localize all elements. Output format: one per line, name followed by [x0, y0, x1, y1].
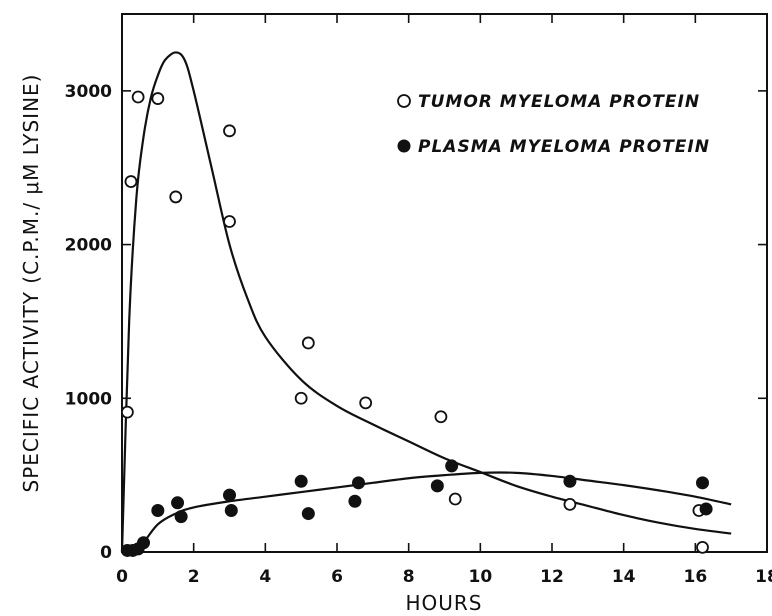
x-tick-label: 2 [188, 567, 200, 587]
x-tick-label: 0 [116, 567, 128, 587]
tumor-data-point [151, 92, 165, 105]
tumor-data-point [120, 405, 134, 419]
x-tick-label: 4 [259, 567, 271, 587]
plasma-data-point [223, 488, 236, 502]
legend-label-tumor: TUMOR MYELOMA PROTEIN [418, 92, 700, 112]
axis-ticks: 0 2 4 6 8 10 12 14 16 18 0 1000 2000 3000 [65, 14, 772, 587]
y-tick-label: 0 [100, 543, 112, 563]
data-points [120, 90, 713, 557]
plasma-data-point [445, 459, 459, 473]
plasma-data-point [696, 476, 709, 490]
legend: TUMOR MYELOMA PROTEIN PLASMA MYELOMA PRO… [397, 92, 710, 157]
plasma-data-point [151, 503, 165, 517]
y-tick-label: 3000 [65, 82, 112, 102]
x-tick-label: 10 [468, 567, 492, 587]
plot-frame [121, 13, 768, 553]
plasma-data-point [348, 494, 362, 508]
tumor-data-point [563, 497, 577, 511]
legend-filled-circle-marker [397, 139, 411, 153]
y-tick-label: 1000 [65, 389, 112, 409]
tumor-data-point [448, 492, 462, 506]
tumor-data-point [169, 190, 183, 204]
x-tick-label: 6 [331, 567, 343, 587]
tumor-data-point [696, 540, 709, 554]
legend-label-plasma: PLASMA MYELOMA PROTEIN [418, 137, 710, 157]
plasma-data-point [430, 479, 444, 493]
y-axis-title: SPECIFIC ACTIVITY (C.P.M./ μM LYSINE) [19, 74, 43, 493]
plasma-data-point [699, 502, 713, 516]
plasma-data-point [174, 510, 188, 524]
tumor-data-point [301, 336, 315, 350]
tumor-data-point [223, 215, 236, 228]
x-tick-label: 18 [755, 567, 772, 587]
tumor-data-point [434, 410, 448, 424]
fitted-curves [120, 51, 732, 554]
plasma-data-point [294, 474, 308, 488]
y-tick-label: 2000 [65, 236, 112, 256]
plasma-data-point [137, 536, 150, 550]
plasma-data-point [171, 496, 185, 510]
x-tick-label: 14 [612, 567, 636, 587]
tumor-data-point [131, 90, 145, 104]
legend-open-circle-marker [397, 94, 411, 108]
plasma-data-point [301, 507, 315, 521]
plasma-data-point [224, 503, 238, 517]
x-tick-label: 16 [683, 567, 707, 587]
plasma-data-point [563, 474, 577, 488]
tumor-data-point [223, 124, 236, 138]
plasma-data-point [352, 476, 365, 490]
tumor-data-point [124, 175, 138, 188]
plasma-curve [121, 471, 732, 554]
x-tick-label: 12 [540, 567, 564, 587]
tumor-data-point [294, 391, 308, 405]
tumor-data-point [359, 396, 373, 410]
x-axis-title: HOURS [405, 591, 482, 615]
x-tick-label: 8 [403, 567, 415, 587]
